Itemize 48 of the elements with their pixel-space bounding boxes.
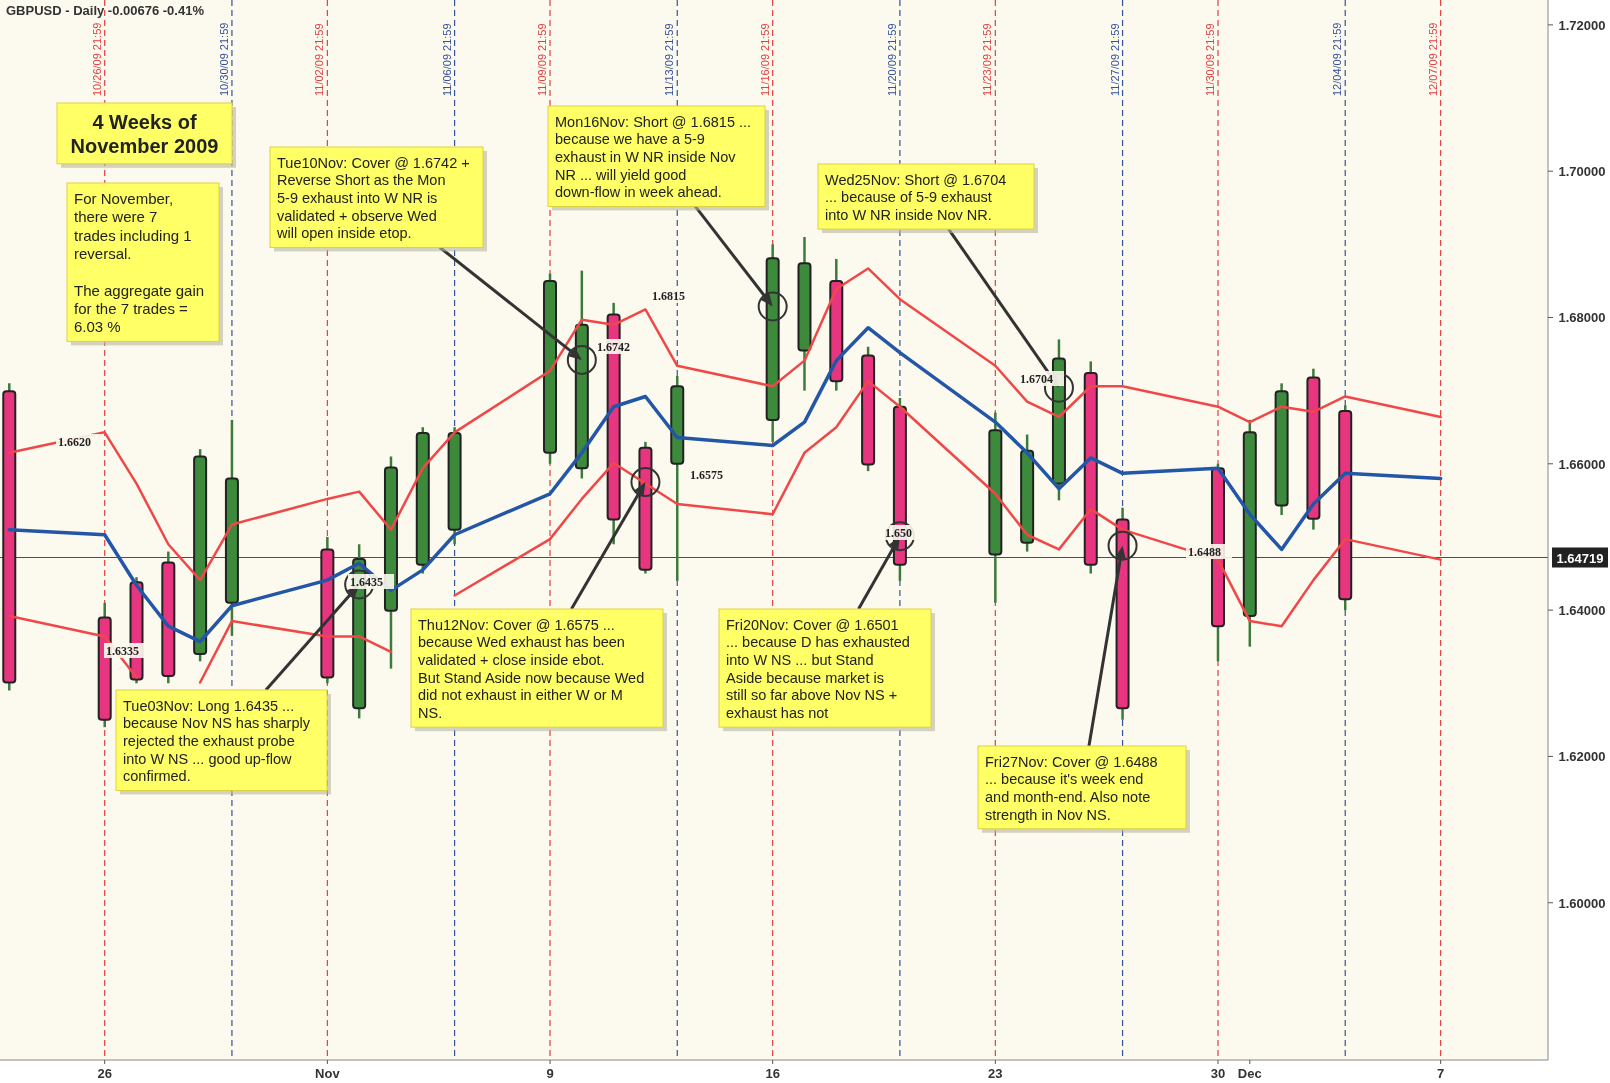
y-tick-label: 1.68000: [1558, 310, 1606, 326]
y-tick-label: 1.64000: [1558, 603, 1606, 619]
x-tick-label: 16: [765, 1066, 780, 1081]
annotation: 1.6742: [597, 340, 630, 354]
annotation: 1.6488: [1188, 545, 1221, 559]
annotation: Fri20Nov: Cover @ 1.6501 ... because D has exhausted into W NS ... but Stand Aside because market is still so far above Nov NS + exhaust has not: [726, 616, 910, 721]
ref-line-label: 10/30/09 21:59: [217, 22, 230, 96]
y-tick-label: 1.66000: [1558, 456, 1606, 472]
ref-line-label: 11/09/09 21:59: [536, 23, 549, 96]
annotation: Thu12Nov: Cover @ 1.6575 ... because Wed exhaust has been validated + close inside ebot. But Stand Aside now because Wed did not exhaust in either W or M NS.: [418, 616, 645, 721]
ref-line-label: 11/30/09 21:59: [1203, 23, 1216, 96]
x-tick-label: Dec: [1237, 1066, 1262, 1081]
annotation: 1.6704: [1020, 372, 1053, 386]
ref-line-label: 12/04/09 21:59: [1331, 22, 1344, 96]
ref-line-label: 11/06/09 21:59: [440, 23, 453, 96]
ref-line-label: 10/26/09 21:59: [90, 22, 103, 96]
annotation: 1.6815: [652, 289, 685, 303]
x-tick-label: 26: [97, 1066, 112, 1081]
x-tick-label: Nov: [315, 1066, 341, 1081]
annotation: 1.6335: [106, 644, 139, 658]
annotation: Tue10Nov: Cover @ 1.6742 + Reverse Short as the Mon 5-9 exhaust into W NR is validated + observe Wed will open inside etop.: [276, 154, 470, 242]
ref-line-label: 11/13/09 21:59: [663, 23, 676, 96]
y-tick-label: 1.72000: [1558, 17, 1606, 33]
ref-line-label: 11/27/09 21:59: [1108, 23, 1121, 96]
annotation: Mon16Nov: Short @ 1.6815 ... because we have a 5-9 exhaust in W NR inside Nov NR ... will yield good down-flow in week ahead.: [555, 113, 752, 201]
annotation: Wed25Nov: Short @ 1.6704 ... because of 5-9 exhaust into W NR inside Nov NR.: [825, 171, 1007, 223]
ref-line-label: 11/20/09 21:59: [885, 23, 898, 96]
ref-line-label: 12/07/09 21:59: [1426, 22, 1439, 96]
x-tick-label: 7: [1437, 1066, 1445, 1081]
ref-line-label: 1.64719: [1556, 550, 1604, 566]
ref-line-label: 11/02/09 21:59: [313, 23, 326, 96]
annotation: 4 Weeks of November 2009: [70, 111, 219, 158]
annotation: Tue03Nov: Long 1.6435 ... because Nov NS has sharply rejected the exhaust probe into W NS ... good up-flow confirmed.: [123, 697, 311, 785]
annotation: 1.6620: [58, 435, 91, 449]
ref-line-label: 11/23/09 21:59: [981, 23, 994, 96]
annotation: 1.6575: [690, 468, 723, 482]
y-tick-label: 1.62000: [1558, 749, 1606, 765]
y-tick-label: 1.70000: [1558, 164, 1606, 180]
y-tick-label: 1.60000: [1558, 895, 1606, 911]
x-tick-label: 9: [546, 1066, 554, 1081]
text: For November, there were 7 trades including 1 reversal. The aggregate gain for the 7 trades = 6.03 %: [74, 190, 205, 336]
x-tick-label: 30: [1210, 1066, 1226, 1081]
x-tick-label: 23: [988, 1066, 1003, 1081]
annotation: Fri27Nov: Cover @ 1.6488 ... because it's week end and month-end. Also note strength in Nov NS.: [985, 753, 1158, 823]
chart-title: GBPUSD - Daily -0.00676 -0.41%: [6, 3, 205, 18]
ref-line-label: 11/16/09 21:59: [758, 23, 771, 96]
annotation: 1.650: [885, 526, 912, 540]
annotation: 1.6435: [350, 575, 383, 589]
